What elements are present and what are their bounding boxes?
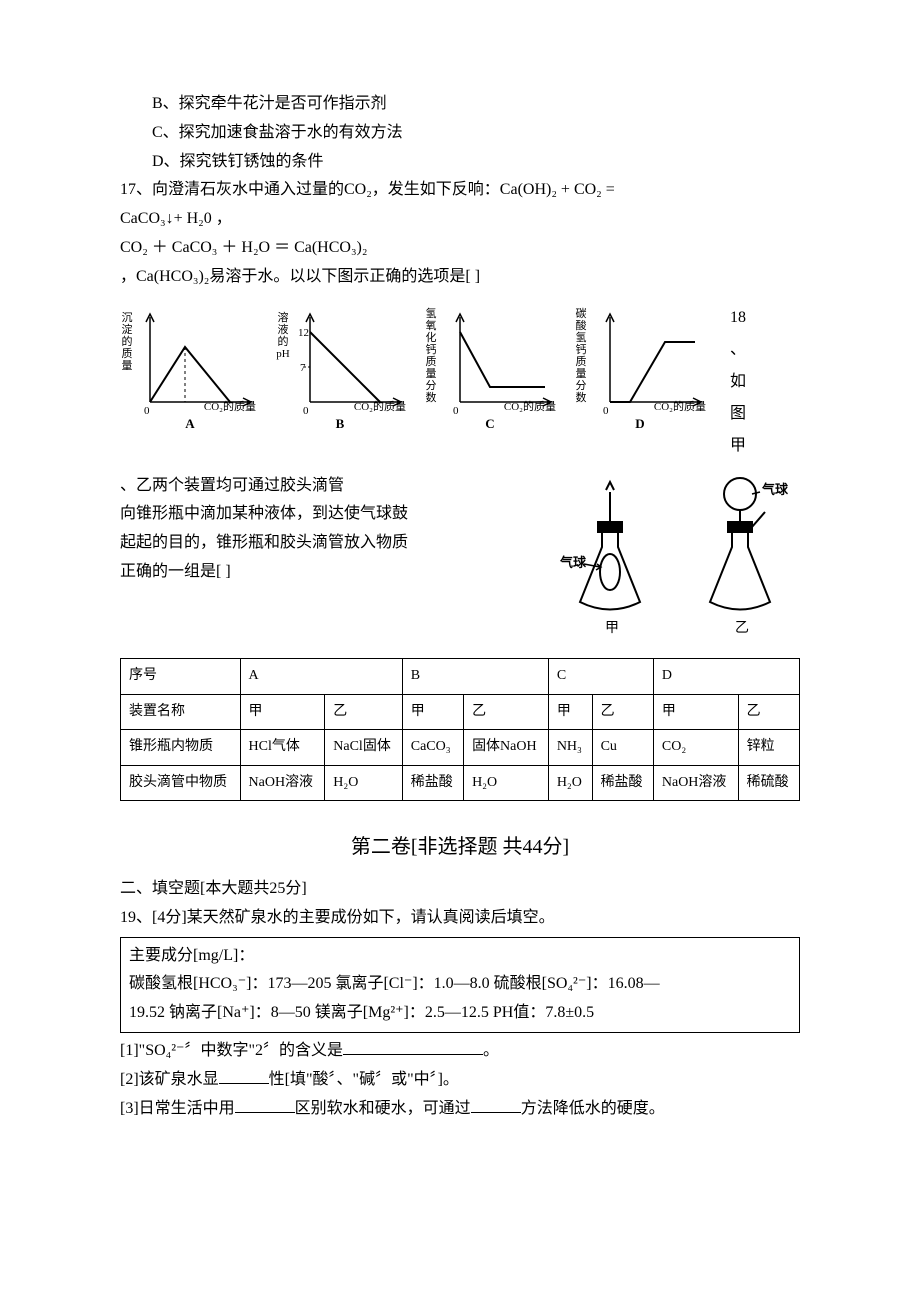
q19-box: 主要成分[mg/L]： 碳酸氢根[HCO₃⁻]：173—205 氯离子[Cl⁻]… [120,937,800,1033]
chart-b-xlabel: CO₂的质量 [354,398,406,418]
svg-text:0: 0 [144,405,150,417]
section2-sub: 二、填空题[本大题共25分] [120,875,800,904]
balloon-label-right: 气球 [762,482,789,497]
q17-line2: CaCO₃↓+ H₂0 ， [120,205,800,234]
chart-b-letter: B [336,412,345,435]
chart-a-ylabel: 沉淀的质量 [120,312,134,372]
table-row: 胶头滴管中物质 NaOH溶液 H₂O 稀盐酸 H₂O H₂O 稀盐酸 NaOH溶… [121,765,800,800]
q17-line4: ，Ca(HCO₃)₂易溶于水。以以下图示正确的选项是[ ] [120,263,800,292]
blank[interactable] [219,1067,269,1084]
flask-jia-label: 甲 [605,621,619,636]
chart-a-xlabel: CO₂的质量 [204,398,256,418]
q19-box-l1: 主要成分[mg/L]： [129,942,791,971]
svg-text:0: 0 [603,405,609,417]
balloon-label-left: 气球 [560,555,587,570]
chart-a-letter: A [185,412,194,435]
q17-line3: CO₂ ＋ CaCO₃ ＋ H₂O ＝ Ca(HCO₃)₂ [120,234,800,263]
option-c: C、探究加速食盐溶于水的有效方法 [120,119,800,148]
chart-d: 碳酸氢钙质量分数 0 CO₂的质量 D [570,302,710,432]
chart-d-ylabel: 碳酸氢钙质量分数 [574,308,588,405]
q18-l1: 、乙两个装置均可通过胶头滴管 [120,472,530,501]
chart-b: 溶液的pH 12 7 0 CO₂的质量 B [270,302,410,432]
table-row: 序号 A B C D [121,659,800,694]
q18-l4: 正确的一组是[ ] [120,558,530,587]
q18-row: 、乙两个装置均可通过胶头滴管 向锥形瓶中滴加某种液体，到达使气球鼓 起起的目的，… [120,472,800,653]
svg-text:0: 0 [453,405,459,417]
chart-d-letter: D [635,412,644,435]
chart-d-xlabel: CO₂的质量 [654,398,706,418]
chart-b-ylabel: 溶液的pH [276,312,290,360]
chart-a: 沉淀的质量 0 CO₂的质量 A [120,302,260,432]
q18-l2: 向锥形瓶中滴加某种液体，到达使气球鼓 [120,500,530,529]
chart-c-ylabel: 氢氧化钙质量分数 [424,308,438,405]
q18-l3: 起起的目的，锥形瓶和胶头滴管放入物质 [120,529,530,558]
chart-c-letter: C [485,412,494,435]
q19-sub1: [1]"SO₄²⁻〞中数字"2〞的含义是。 [120,1037,800,1066]
q19-box-l2: 碳酸氢根[HCO₃⁻]：173—205 氯离子[Cl⁻]：1.0—8.0 硫酸根… [129,970,791,999]
q17-line1: 17、向澄清石灰水中通入过量的CO₂，发生如下反响：Ca(OH)₂ + CO₂ … [120,176,800,205]
svg-text:7: 7 [300,362,306,374]
q18-table: 序号 A B C D 装置名称 甲 乙 甲 乙 甲 乙 甲 乙 锥形瓶内物质 H… [120,658,800,801]
table-row: 锥形瓶内物质 HCl气体 NaCl固体 CaCO₃ 固体NaOH NH₃ Cu … [121,730,800,765]
table-row: 装置名称 甲 乙 甲 乙 甲 乙 甲 乙 [121,694,800,729]
blank[interactable] [235,1096,295,1113]
q18-side-head: 18 、 如 图 甲 [720,302,746,462]
section2-title: 第二卷[非选择题 共44分] [120,829,800,865]
flask-yi-label: 乙 [735,620,749,636]
svg-text:12: 12 [298,327,309,339]
q19-sub3: [3]日常生活中用区别软水和硬水，可通过方法降低水的硬度。 [120,1095,800,1124]
charts-row: 沉淀的质量 0 CO₂的质量 A 溶液的pH 12 7 0 CO₂的质量 B [120,302,800,462]
q18-figures: 气球 甲 气球 乙 [540,472,800,653]
svg-text:0: 0 [303,405,309,417]
q19-box-l3: 19.52 钠离子[Na⁺]：8—50 镁离子[Mg²⁺]：2.5—12.5 P… [129,999,791,1028]
blank[interactable] [471,1096,521,1113]
q19-intro: 19、[4分]某天然矿泉水的主要成份如下，请认真阅读后填空。 [120,904,800,933]
blank[interactable] [343,1038,483,1055]
chart-c-xlabel: CO₂的质量 [504,398,556,418]
chart-c: 氢氧化钙质量分数 0 CO₂的质量 C [420,302,560,432]
q19-sub2: [2]该矿泉水显性[填"酸〞、"碱〞或"中〞]。 [120,1066,800,1095]
option-b: B、探究牵牛花汁是否可作指示剂 [120,90,800,119]
option-d: D、探究铁钉锈蚀的条件 [120,148,800,177]
